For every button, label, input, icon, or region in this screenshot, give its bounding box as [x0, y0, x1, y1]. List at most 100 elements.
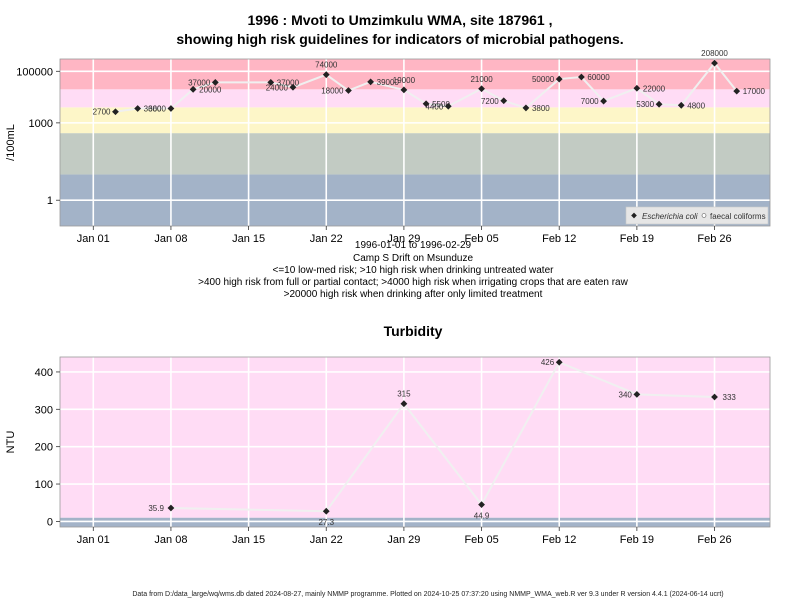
risk-band-4	[60, 89, 770, 108]
x-tick-label: Feb 26	[697, 233, 731, 245]
annotation-site-name: Camp S Drift on Msunduze	[353, 253, 473, 264]
risk-band-1	[60, 517, 770, 527]
x-tick-label: Feb 19	[620, 233, 654, 245]
y-tick-label: 100	[35, 479, 53, 491]
y-tick-label: 400	[35, 367, 53, 379]
turbidity-title: Turbidity	[384, 323, 443, 339]
risk-band-2	[60, 133, 770, 175]
y-tick-label: 1	[47, 195, 53, 207]
data-label: 19000	[393, 76, 416, 85]
data-label: 4800	[687, 101, 705, 110]
x-tick-label: Feb 05	[464, 534, 498, 546]
x-tick-label: Jan 01	[77, 233, 110, 245]
data-label: 44.9	[474, 512, 490, 521]
data-label: 24000	[266, 83, 289, 92]
legend-ecoli-label: Escherichia coli	[642, 212, 698, 221]
turbidity-panel: 0 100 200 300 400 Jan 01 Jan 08 Jan 15 Jan 22 Jan…	[5, 356, 771, 546]
data-label: 22000	[643, 84, 666, 93]
data-label: 7000	[581, 97, 599, 106]
data-label: 39000	[377, 78, 400, 87]
data-point	[167, 105, 175, 112]
x-tick-label: Jan 01	[77, 534, 110, 546]
data-label: 315	[397, 390, 411, 399]
x-tick-label: Jan 29	[387, 233, 420, 245]
x-tick-label: Jan 15	[232, 534, 265, 546]
data-point	[367, 78, 375, 86]
y-axis-label: NTU	[5, 431, 17, 454]
data-point	[400, 86, 408, 94]
data-point	[522, 104, 530, 112]
risk-band-3	[60, 107, 770, 134]
data-label: 3600	[148, 105, 166, 114]
data-point	[167, 504, 175, 512]
data-point	[422, 100, 430, 108]
data-label: 50000	[532, 75, 555, 84]
x-tick-label: Feb 12	[542, 233, 576, 245]
data-label: 333	[723, 393, 737, 402]
annotation-risk-3: >20000 high risk when drinking after onl…	[284, 289, 543, 300]
data-point	[500, 97, 508, 105]
legend-box	[625, 206, 769, 225]
data-point	[134, 105, 142, 112]
legend-faecal-label: faecal coliforms	[710, 212, 766, 221]
data-label: 21000	[470, 75, 493, 84]
data-point	[655, 100, 663, 108]
data-label: 3800	[532, 104, 550, 113]
data-label: 17000	[743, 87, 766, 96]
data-point	[345, 87, 352, 94]
data-label: 60000	[587, 73, 610, 82]
plot-frame	[59, 58, 771, 227]
data-point	[578, 73, 585, 81]
data-point	[289, 83, 297, 91]
data-point	[600, 97, 607, 105]
y-tick-label: 200	[35, 442, 53, 454]
x-tick-label: Feb 26	[697, 534, 731, 546]
annotation-date-range: 1996-01-01 to 1996-02-29	[355, 240, 472, 251]
annotation-risk-2: >400 high risk from full or partial cont…	[198, 277, 628, 288]
y-tick-label: 1000	[29, 118, 53, 130]
chart-subtitle: showing high risk guidelines for indicat…	[176, 31, 623, 47]
data-label: 2700	[93, 108, 111, 117]
x-tick-label: Jan 22	[310, 534, 343, 546]
risk-band-5	[60, 59, 770, 90]
x-tick-label: Feb 19	[620, 534, 654, 546]
data-point	[555, 75, 563, 83]
data-point	[633, 84, 641, 92]
annotation-risk-1: <=10 low-med risk; >10 high risk when dr…	[273, 265, 555, 276]
data-point	[322, 71, 330, 79]
data-point	[733, 87, 741, 95]
data-label: 37000	[277, 78, 300, 87]
y-axis-label: /100mL	[5, 124, 17, 161]
x-tick-label: Jan 29	[387, 534, 420, 546]
data-label: 4400	[425, 102, 443, 111]
plot-frame	[59, 356, 771, 528]
data-label: 74000	[315, 61, 338, 70]
data-label: 7200	[481, 97, 499, 106]
y-tick-label: 300	[35, 404, 53, 416]
data-label: 5300	[636, 100, 654, 109]
data-label: 426	[541, 358, 555, 367]
x-tick-label: Feb 05	[464, 233, 498, 245]
data-point	[478, 85, 485, 93]
data-label: 5500	[432, 100, 450, 109]
data-label: 208000	[701, 49, 728, 58]
footer-note: Data from D:/data_large/wq/wms.db dated …	[132, 591, 723, 598]
y-tick-label: 0	[47, 516, 53, 528]
data-point	[112, 108, 119, 116]
data-label: 35.9	[148, 504, 164, 513]
y-tick-label: 100000	[16, 66, 53, 78]
x-tick-label: Feb 12	[542, 534, 576, 546]
data-point	[267, 79, 275, 86]
legend-ecoli-marker	[631, 212, 637, 219]
chart-title: 1996 : Mvoti to Umzimkulu WMA, site 1879…	[248, 12, 553, 28]
x-tick-label: Jan 22	[310, 233, 343, 245]
series-line	[115, 61, 738, 113]
data-label: 3600	[144, 105, 162, 114]
data-label: 340	[619, 390, 633, 399]
x-tick-label: Jan 08	[154, 233, 187, 245]
microbial-panel: 1 1000 100000 Jan 01 Jan 08 Jan 15 Jan 22 Jan 2…	[5, 49, 771, 245]
x-tick-label: Jan 15	[232, 233, 265, 245]
legend-faecal-marker	[701, 213, 707, 218]
data-point	[478, 501, 485, 509]
